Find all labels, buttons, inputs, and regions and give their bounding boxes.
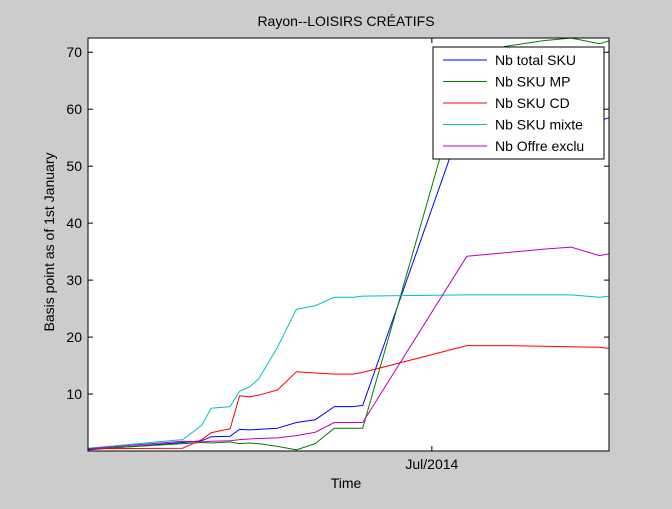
legend-label: Nb SKU CD [495, 95, 570, 111]
series-line-4 [88, 294, 609, 449]
y-tick-label: 20 [66, 329, 82, 345]
axes-layer: 10 20 30 40 50 60 70 Jul/2014 [66, 38, 609, 472]
legend-label: Nb Offre exclu [495, 138, 584, 154]
legend: Nb total SKU Nb SKU MP Nb SKU CD Nb SKU mix… [432, 46, 605, 160]
y-tick-label: 60 [66, 101, 82, 117]
x-tick-label: Jul/2014 [405, 456, 458, 472]
legend-label: Nb total SKU [495, 52, 576, 68]
y-tick-label: 40 [66, 215, 82, 231]
x-axis-label: Time [331, 475, 362, 491]
series-line-2 [88, 38, 609, 451]
plot-border [87, 37, 610, 452]
legend-label: Nb SKU MP [495, 74, 570, 90]
series-layer [88, 38, 609, 451]
y-tick-label: 50 [66, 158, 82, 174]
series-line-5 [88, 246, 609, 450]
y-tick-label: 30 [66, 272, 82, 288]
y-tick-label: 70 [66, 44, 82, 60]
y-axis-label: Basis point as of 1st January [41, 153, 57, 332]
series-line-3 [88, 345, 609, 450]
legend-label: Nb SKU mixte [495, 117, 583, 133]
y-tick-label: 10 [66, 386, 82, 402]
chart-title: Rayon--LOISIRS CRÉATIFS [257, 13, 434, 29]
